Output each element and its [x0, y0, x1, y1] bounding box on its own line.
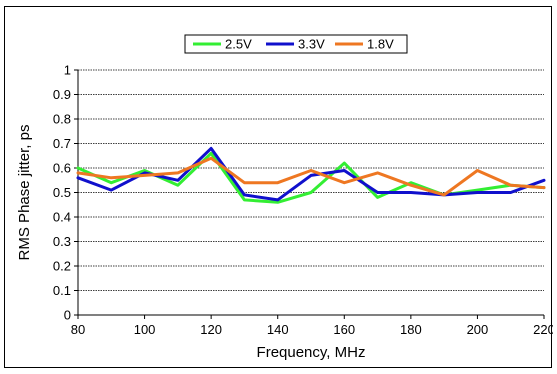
y-tick-label: 0.4: [53, 210, 71, 225]
x-tick-label: 140: [267, 322, 289, 337]
y-tick-label: 0.7: [53, 136, 71, 151]
legend-label: 2.5V: [225, 37, 252, 52]
y-tick-label: 0.9: [53, 87, 71, 102]
y-tick-label: 0.5: [53, 185, 71, 200]
y-axis-title: RMS Phase jitter, ps: [16, 125, 33, 261]
y-tick-label: 1: [64, 63, 71, 78]
x-tick-label: 80: [71, 322, 85, 337]
y-tick-label: 0.6: [53, 161, 71, 176]
x-tick-label: 220: [533, 322, 553, 337]
legend: 2.5V 3.3V 1.8V: [184, 34, 408, 54]
legend-box: [184, 34, 408, 54]
y-tick-label: 0: [64, 308, 71, 323]
y-tick-label: 0.8: [53, 112, 71, 127]
legend-label: 1.8V: [367, 37, 394, 52]
x-tick-label: 100: [134, 322, 156, 337]
x-tick-label: 200: [467, 322, 489, 337]
y-tick-label: 0.1: [53, 283, 71, 298]
x-axis-title: Frequency, MHz: [257, 344, 366, 361]
y-tick-label: 0.3: [53, 234, 71, 249]
x-tick-label: 180: [400, 322, 422, 337]
series-line-1-8v: [76, 156, 546, 197]
legend-label: 3.3V: [298, 37, 325, 52]
y-tick-label: 0.2: [53, 259, 71, 274]
chart-frame: 0 0.1 0.2 0.3 0.4 0.5 0.6 0.7 0.8 0.9 1 80 100 120 140…: [4, 6, 553, 368]
x-tick-label: 120: [200, 322, 222, 337]
x-tick-label: 160: [333, 322, 355, 337]
